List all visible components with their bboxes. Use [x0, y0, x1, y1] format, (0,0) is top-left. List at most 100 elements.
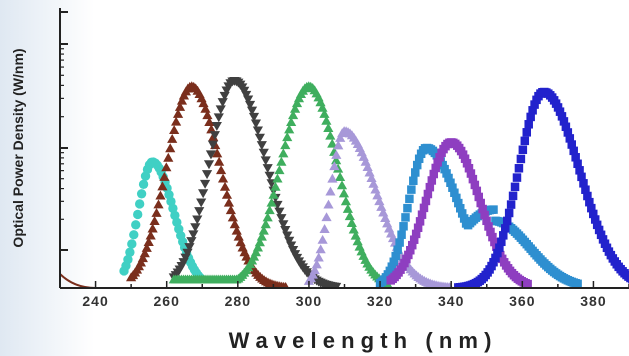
- data-point: [478, 204, 487, 214]
- data-point: [596, 230, 606, 240]
- x-tick-label: 360: [509, 293, 535, 309]
- data-point: [516, 154, 526, 164]
- data-point: [270, 181, 281, 191]
- plot-area: [60, 76, 629, 288]
- data-point: [486, 227, 495, 237]
- data-point: [446, 178, 455, 188]
- data-point: [147, 223, 158, 233]
- data-point: [319, 109, 330, 118]
- data-point: [567, 140, 576, 149]
- data-point: [260, 219, 271, 229]
- data-point: [366, 173, 377, 183]
- data-point: [307, 269, 318, 279]
- data-point: [480, 210, 489, 220]
- data-point: [258, 225, 269, 235]
- data-point: [190, 223, 201, 233]
- data-point: [204, 117, 215, 126]
- data-point: [243, 95, 254, 105]
- data-point: [192, 215, 203, 225]
- data-point: [397, 230, 406, 239]
- data-point: [282, 231, 293, 241]
- data-point: [325, 186, 336, 196]
- data-point: [518, 145, 528, 155]
- data-point: [407, 240, 417, 250]
- data-point: [262, 164, 273, 174]
- data-point: [522, 128, 532, 137]
- data-point: [350, 230, 361, 240]
- data-point: [464, 163, 474, 173]
- data-point: [415, 217, 425, 226]
- data-point: [399, 222, 408, 231]
- data-point: [123, 254, 133, 265]
- x-axis-title: W a v e l e n g t h ( n m ): [229, 328, 492, 353]
- data-point: [274, 207, 285, 217]
- data-point: [412, 160, 422, 170]
- data-point: [323, 199, 334, 209]
- data-point: [440, 164, 449, 174]
- data-point: [171, 116, 182, 126]
- data-point: [323, 123, 334, 132]
- data-point: [370, 184, 381, 194]
- x-tick-label: 260: [154, 293, 180, 309]
- data-point: [321, 115, 332, 125]
- data-point: [254, 237, 265, 247]
- data-point: [217, 173, 229, 183]
- data-point: [583, 191, 592, 201]
- data-point: [264, 171, 275, 181]
- data-point: [213, 113, 224, 123]
- data-point: [202, 110, 213, 120]
- data-point: [252, 126, 264, 136]
- data-point: [280, 140, 291, 150]
- data-point: [211, 121, 222, 131]
- data-point: [495, 243, 504, 252]
- data-point: [334, 172, 346, 181]
- axes: 240 260 280 300 320 340 360 380: [59, 8, 629, 309]
- x-tick-label: 300: [296, 293, 322, 309]
- data-point: [282, 282, 290, 288]
- data-point: [133, 209, 143, 220]
- data-point: [151, 207, 162, 217]
- data-point: [317, 102, 328, 112]
- data-point: [165, 143, 176, 153]
- data-point: [512, 173, 522, 182]
- data-point: [157, 181, 168, 191]
- data-point: [374, 196, 385, 206]
- data-point: [276, 214, 287, 223]
- data-point: [563, 128, 573, 137]
- data-point: [284, 124, 295, 134]
- data-point: [368, 178, 379, 188]
- data-point: [286, 241, 297, 251]
- data-point: [254, 133, 265, 143]
- data-point: [581, 185, 590, 194]
- data-point: [225, 205, 236, 215]
- data-point: [319, 224, 330, 233]
- data-point: [221, 189, 233, 199]
- data-point: [510, 182, 520, 192]
- data-point: [169, 125, 180, 135]
- y-axis-title: Optical Power Density (W/nm): [10, 48, 26, 247]
- data-point: [417, 210, 427, 219]
- data-point: [286, 117, 297, 126]
- data-point: [167, 134, 178, 143]
- data-point: [344, 211, 355, 221]
- data-point: [407, 185, 416, 194]
- data-point: [256, 231, 267, 241]
- data-point: [309, 265, 320, 275]
- data-point: [248, 112, 260, 122]
- data-point: [153, 199, 164, 209]
- data-point: [484, 222, 493, 231]
- data-point: [506, 200, 516, 209]
- data-point: [289, 103, 301, 113]
- data-point: [419, 203, 429, 213]
- data-point: [514, 164, 524, 173]
- data-point: [168, 203, 178, 214]
- data-point: [139, 248, 150, 258]
- data-point: [131, 220, 141, 230]
- data-point: [219, 181, 231, 191]
- data-point: [431, 163, 440, 173]
- data-point: [274, 165, 285, 175]
- data-point: [321, 212, 332, 222]
- data-point: [201, 170, 213, 180]
- data-point: [244, 100, 256, 110]
- data-point: [288, 110, 299, 120]
